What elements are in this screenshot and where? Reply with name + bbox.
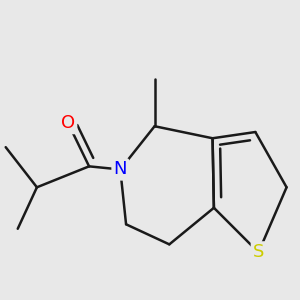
Text: N: N	[113, 160, 127, 178]
Text: O: O	[61, 114, 75, 132]
Text: S: S	[253, 243, 264, 261]
